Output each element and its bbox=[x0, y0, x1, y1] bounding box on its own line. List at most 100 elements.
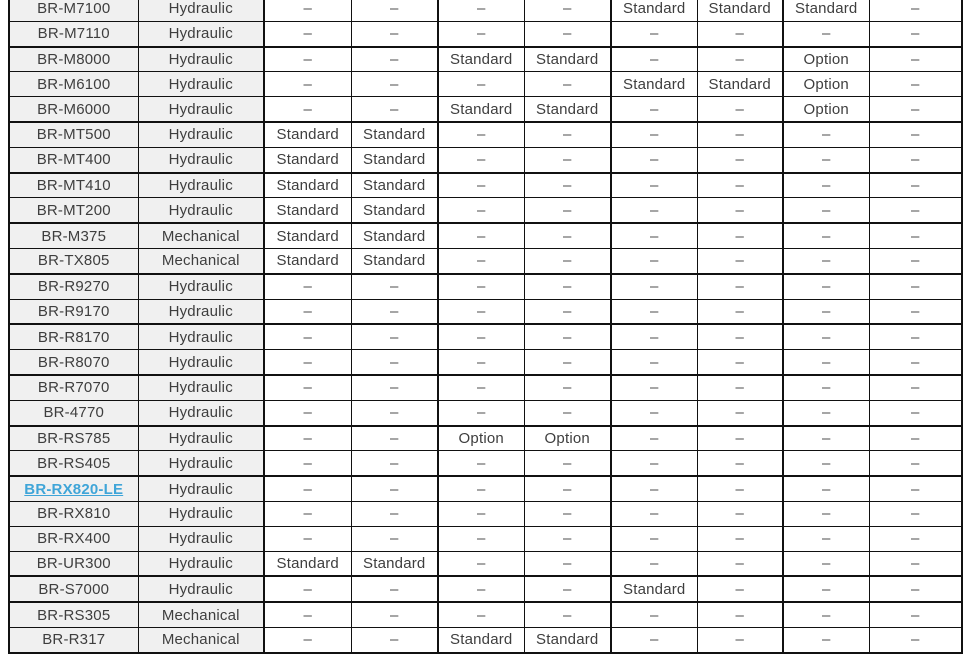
value-cell: – bbox=[263, 0, 352, 22]
type-cell: Hydraulic bbox=[137, 121, 265, 148]
value-cell: Standard bbox=[350, 146, 439, 174]
value-cell: – bbox=[263, 20, 352, 48]
value-cell: – bbox=[523, 475, 612, 502]
type-cell: Mechanical bbox=[137, 626, 265, 654]
type-cell: Hydraulic bbox=[137, 349, 265, 376]
value-cell: – bbox=[523, 550, 612, 578]
value-cell: – bbox=[350, 500, 439, 527]
value-cell: – bbox=[868, 525, 963, 552]
table-row: BR-RX820-LE Hydraulic – – – – – – – – bbox=[8, 475, 963, 502]
value-cell: – bbox=[523, 323, 612, 351]
value-cell: – bbox=[868, 273, 963, 300]
model-link[interactable]: BR-RX820-LE bbox=[24, 480, 124, 498]
value-cell: – bbox=[610, 298, 698, 326]
value-cell: Standard bbox=[350, 197, 439, 225]
value-cell: – bbox=[696, 626, 784, 654]
value-cell: – bbox=[696, 425, 784, 452]
value-cell: – bbox=[350, 525, 439, 552]
type-cell: Hydraulic bbox=[137, 323, 265, 351]
value-cell: – bbox=[350, 374, 439, 401]
type-cell: Hydraulic bbox=[137, 298, 265, 326]
value-cell: – bbox=[437, 298, 525, 326]
value-cell: – bbox=[696, 399, 784, 427]
value-cell: – bbox=[523, 349, 612, 376]
table-row: BR-MT400 Hydraulic Standard Standard – – – – – – bbox=[8, 146, 963, 174]
value-cell: – bbox=[782, 197, 870, 225]
type-cell: Hydraulic bbox=[137, 0, 265, 22]
value-cell: – bbox=[263, 450, 352, 478]
value-cell: – bbox=[696, 525, 784, 552]
value-cell: Standard bbox=[610, 0, 698, 22]
value-cell: – bbox=[696, 46, 784, 73]
type-cell: Mechanical bbox=[137, 222, 265, 249]
value-cell: – bbox=[868, 172, 963, 199]
value-cell: – bbox=[868, 247, 963, 275]
value-cell: Option bbox=[523, 425, 612, 452]
model-cell: BR-MT410 bbox=[8, 172, 139, 199]
type-cell: Hydraulic bbox=[137, 273, 265, 300]
compatibility-table-wrap: BR-M7100 Hydraulic – – – – Standard Standard Sta… bbox=[8, 0, 963, 654]
model-cell: BR-M6000 bbox=[8, 96, 139, 123]
value-cell: – bbox=[437, 525, 525, 552]
value-cell: Standard bbox=[696, 0, 784, 22]
value-cell: – bbox=[610, 475, 698, 502]
value-cell: – bbox=[868, 399, 963, 427]
value-cell: – bbox=[868, 626, 963, 654]
value-cell: – bbox=[263, 323, 352, 351]
model-cell: BR-4770 bbox=[8, 399, 139, 427]
table-row: BR-RS305 Mechanical – – – – – – – – bbox=[8, 601, 963, 628]
value-cell: – bbox=[437, 20, 525, 48]
value-cell: – bbox=[350, 575, 439, 604]
value-cell: – bbox=[610, 96, 698, 123]
value-cell: – bbox=[610, 626, 698, 654]
value-cell: – bbox=[868, 197, 963, 225]
value-cell: Standard bbox=[437, 96, 525, 123]
type-cell: Hydraulic bbox=[137, 475, 265, 502]
value-cell: – bbox=[350, 298, 439, 326]
value-cell: – bbox=[782, 425, 870, 452]
value-cell: – bbox=[782, 450, 870, 478]
type-cell: Mechanical bbox=[137, 247, 265, 275]
value-cell: – bbox=[610, 323, 698, 351]
value-cell: – bbox=[437, 323, 525, 351]
value-cell: – bbox=[263, 475, 352, 502]
value-cell: Standard bbox=[263, 550, 352, 578]
value-cell: – bbox=[350, 0, 439, 22]
value-cell: – bbox=[868, 601, 963, 628]
value-cell: – bbox=[610, 601, 698, 628]
value-cell: – bbox=[696, 475, 784, 502]
value-cell: – bbox=[868, 0, 963, 22]
model-cell: BR-RX820-LE bbox=[8, 475, 139, 502]
value-cell: Standard bbox=[263, 222, 352, 249]
value-cell: – bbox=[610, 121, 698, 148]
value-cell: – bbox=[437, 399, 525, 427]
value-cell: – bbox=[782, 601, 870, 628]
table-row: BR-M6100 Hydraulic – – – – Standard Standard Opt… bbox=[8, 71, 963, 98]
model-cell: BR-R9270 bbox=[8, 273, 139, 300]
type-cell: Hydraulic bbox=[137, 525, 265, 552]
value-cell: – bbox=[868, 146, 963, 174]
table-row: BR-M375 Mechanical Standard Standard – – – – – – bbox=[8, 222, 963, 249]
value-cell: – bbox=[523, 146, 612, 174]
model-cell: BR-S7000 bbox=[8, 575, 139, 604]
model-cell: BR-M375 bbox=[8, 222, 139, 249]
table-row: BR-RX810 Hydraulic – – – – – – – – bbox=[8, 500, 963, 527]
value-cell: – bbox=[350, 601, 439, 628]
value-cell: – bbox=[782, 298, 870, 326]
value-cell: – bbox=[437, 374, 525, 401]
value-cell: – bbox=[696, 500, 784, 527]
value-cell: – bbox=[263, 425, 352, 452]
model-cell: BR-RS785 bbox=[8, 425, 139, 452]
value-cell: Standard bbox=[263, 247, 352, 275]
value-cell: – bbox=[610, 146, 698, 174]
model-cell: BR-R8070 bbox=[8, 349, 139, 376]
value-cell: – bbox=[350, 349, 439, 376]
value-cell: – bbox=[868, 475, 963, 502]
value-cell: – bbox=[263, 575, 352, 604]
value-cell: – bbox=[868, 121, 963, 148]
value-cell: – bbox=[610, 399, 698, 427]
value-cell: – bbox=[610, 374, 698, 401]
model-cell: BR-M7110 bbox=[8, 20, 139, 48]
value-cell: – bbox=[696, 575, 784, 604]
model-cell: BR-R9170 bbox=[8, 298, 139, 326]
